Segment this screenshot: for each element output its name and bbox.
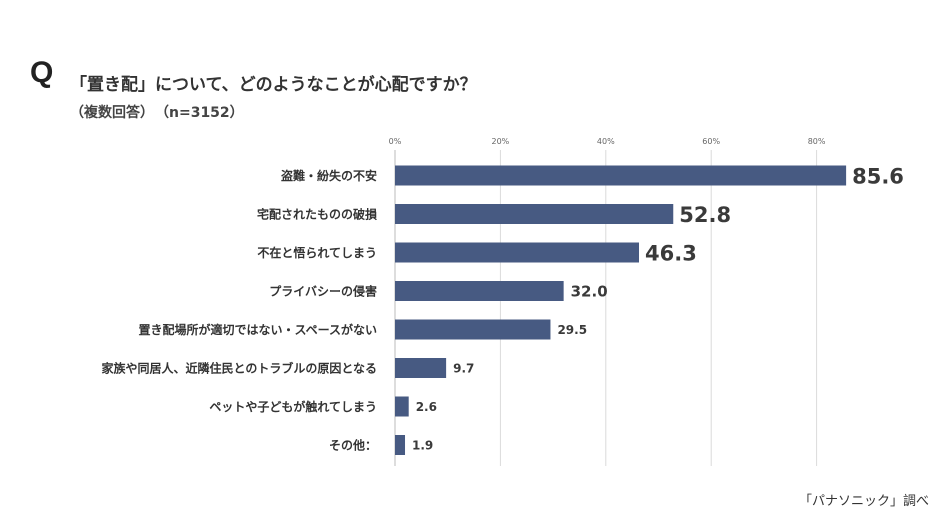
tick-label: 20% xyxy=(492,137,510,146)
value-label: 32.0 xyxy=(571,283,608,301)
chart-subtitle: （複数回答） （n=3152） xyxy=(70,102,244,122)
tick-label: 80% xyxy=(808,137,826,146)
chart-title: 「置き配」について、どのようなことが心配ですか？ xyxy=(70,75,477,95)
tick-label: 40% xyxy=(597,137,615,146)
bar xyxy=(395,165,847,186)
tick-label: 60% xyxy=(702,137,720,146)
question-mark-label: Q xyxy=(30,56,54,89)
category-label: ペットや子どもが触れてしまう xyxy=(209,399,377,414)
bar xyxy=(395,435,406,455)
bar xyxy=(395,281,564,301)
category-label: 盗難・紛失の不安 xyxy=(281,168,377,183)
value-label: 9.7 xyxy=(453,362,474,376)
value-label: 1.9 xyxy=(412,439,433,453)
bar xyxy=(395,242,640,263)
multiple-answer-note: （複数回答） xyxy=(70,105,154,121)
value-label: 29.5 xyxy=(557,323,587,337)
category-label: その他： xyxy=(329,438,377,453)
bar xyxy=(395,319,551,340)
bar xyxy=(395,204,674,224)
bar xyxy=(395,396,409,417)
source-note: 「パナソニック」調べ xyxy=(798,494,929,509)
sample-size: （n=3152） xyxy=(162,105,244,121)
value-label: 52.8 xyxy=(679,203,731,227)
value-label: 85.6 xyxy=(852,165,904,189)
category-label: プライバシーの侵害 xyxy=(269,284,377,299)
tick-label: 0% xyxy=(389,137,402,146)
category-label: 宅配されたものの破損 xyxy=(257,207,378,222)
category-label: 置き配場所が適切ではない・スペースがない xyxy=(138,322,377,337)
bar xyxy=(395,358,447,378)
category-label: 不在と悟られてしまう xyxy=(257,245,377,260)
value-label: 2.6 xyxy=(416,400,437,414)
value-label: 46.3 xyxy=(645,242,697,266)
category-label: 家族や同居人、近隣住民とのトラブルの原因となる xyxy=(101,361,377,376)
